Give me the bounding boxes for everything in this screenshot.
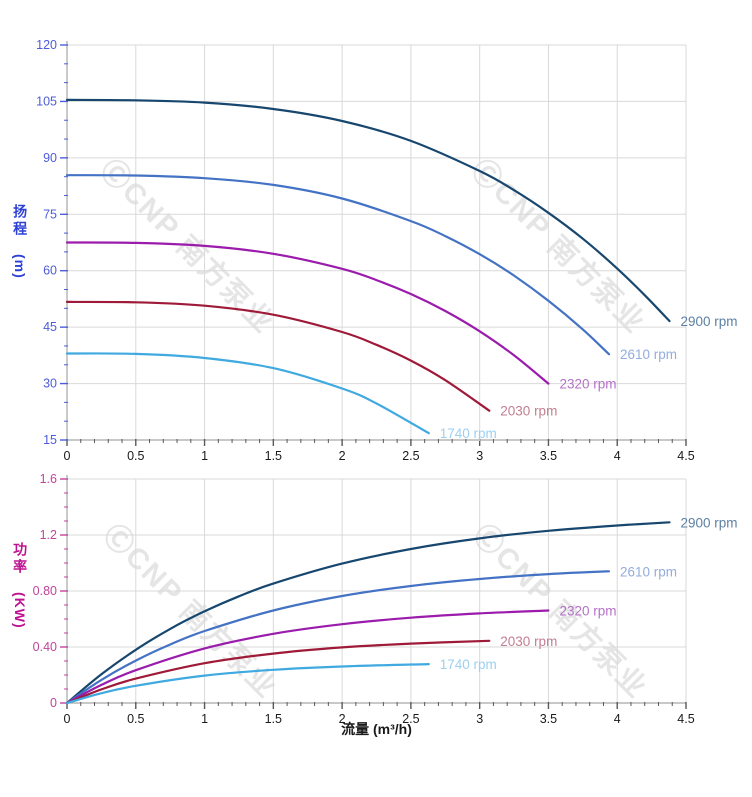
head-y-axis-title-text: 扬程	[12, 204, 29, 238]
curve-2030-rpm	[65, 300, 491, 412]
x-tick-label: 2	[339, 712, 346, 726]
x-tick-label: 3	[476, 712, 483, 726]
curve-2030-rpm	[65, 639, 491, 705]
series-label-2320-rpm: 2320 rpm	[559, 377, 616, 392]
x-tick-label: 1	[201, 449, 208, 463]
series-label-2030-rpm: 2030 rpm	[500, 404, 557, 419]
series-label-2900-rpm: 2900 rpm	[680, 314, 737, 329]
y-tick-label: 0	[50, 696, 57, 710]
x-tick-label: 0	[64, 449, 71, 463]
series-label-2610-rpm: 2610 rpm	[620, 347, 677, 362]
x-tick-label: 4	[614, 712, 621, 726]
y-tick-label: 45	[43, 320, 57, 334]
x-tick-label: 2.5	[402, 449, 419, 463]
power-y-axis-title-text: 功率	[12, 542, 29, 576]
x-tick-label: 1.5	[265, 449, 282, 463]
y-tick-label: 120	[36, 38, 57, 52]
flow-x-axis-title: 流量 (m³/h)	[341, 721, 412, 737]
x-tick-label: 3	[476, 449, 483, 463]
series-label-1740-rpm: 1740 rpm	[440, 426, 497, 441]
curve-2320-rpm	[65, 609, 550, 705]
x-tick-label: 4.5	[677, 449, 694, 463]
y-tick-label: 90	[43, 151, 57, 165]
y-tick-label: 1.6	[40, 472, 57, 486]
curve-2610-rpm	[65, 174, 611, 356]
series-label-2320-rpm: 2320 rpm	[559, 603, 616, 618]
y-tick-label: 0.80	[33, 584, 57, 598]
curve-1740-rpm	[65, 663, 430, 705]
y-tick-label: 1.2	[40, 528, 57, 542]
head-flow-chart: 0 0.5 1 1.5 2 2.5 3 3.5 4 4.5 15 30 45 60 75 90 105 120 29…	[36, 38, 737, 463]
curve-2900-rpm	[65, 521, 671, 705]
y-tick-label: 60	[43, 264, 57, 278]
power-flow-chart: 0 0.5 1 1.5 2 2.5 3 3.5 4 4.5 0 0.40 0.80 1.2 1.6 2900 …	[33, 472, 738, 726]
curve-2610-rpm	[65, 570, 611, 705]
y-tick-label: 0.40	[33, 640, 57, 654]
y-tick-label: 75	[43, 207, 57, 221]
y-tick-label: 30	[43, 377, 57, 391]
x-tick-label: 3.5	[540, 712, 557, 726]
power-y-axis-title: 功率 (KW)	[12, 542, 28, 629]
head-y-axis-unit: (m)	[12, 253, 29, 279]
x-tick-label: 0	[64, 712, 71, 726]
x-tick-label: 1	[201, 712, 208, 726]
curve-2900-rpm	[65, 98, 671, 323]
power-y-axis-unit: (KW)	[12, 591, 29, 629]
curve-2320-rpm	[65, 241, 550, 385]
x-tick-label: 4	[614, 449, 621, 463]
x-tick-label: 2	[339, 449, 346, 463]
y-tick-label: 15	[43, 433, 57, 447]
curve-1740-rpm	[65, 352, 430, 435]
series-label-2030-rpm: 2030 rpm	[500, 634, 557, 649]
x-tick-label: 2.5	[402, 712, 419, 726]
x-tick-label: 0.5	[127, 712, 144, 726]
series-label-1740-rpm: 1740 rpm	[440, 657, 497, 672]
series-label-2900-rpm: 2900 rpm	[680, 515, 737, 530]
head-y-axis-title: 扬程 (m)	[12, 204, 28, 279]
x-tick-label: 0.5	[127, 449, 144, 463]
x-tick-label: 3.5	[540, 449, 557, 463]
series-label-2610-rpm: 2610 rpm	[620, 564, 677, 579]
x-tick-label: 1.5	[265, 712, 282, 726]
y-tick-label: 105	[36, 94, 57, 108]
x-tick-label: 4.5	[677, 712, 694, 726]
